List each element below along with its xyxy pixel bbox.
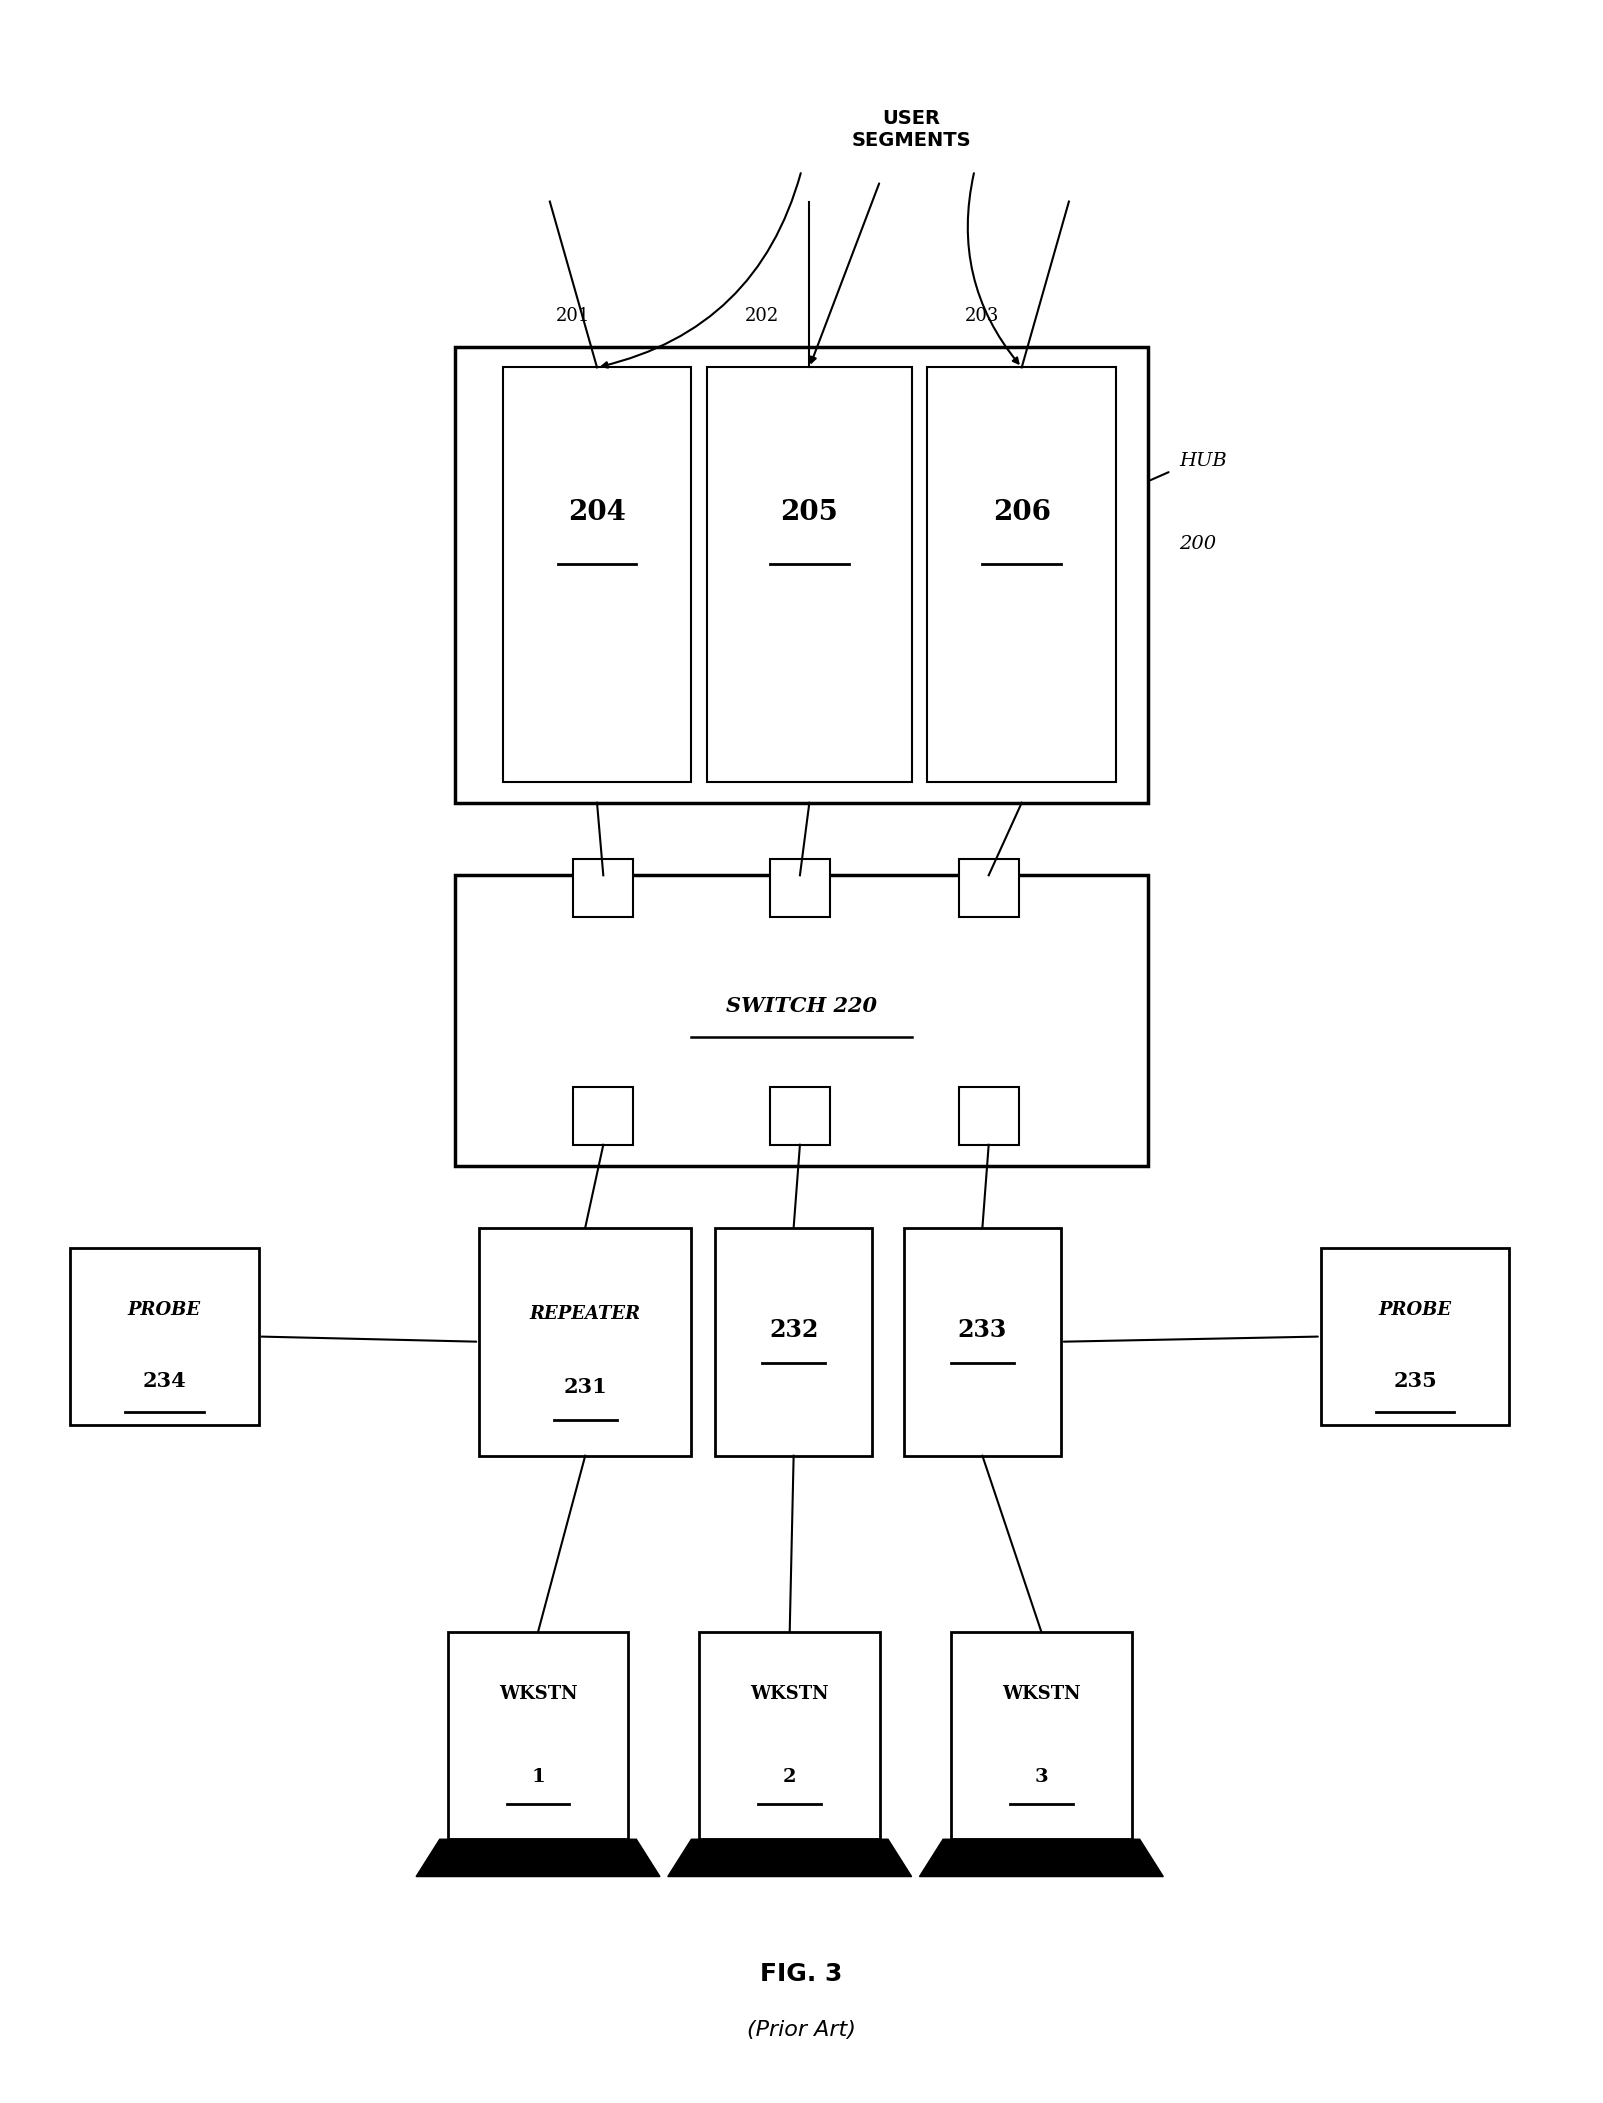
FancyBboxPatch shape bbox=[699, 1632, 880, 1840]
Text: HUB: HUB bbox=[1180, 452, 1226, 469]
Text: 234: 234 bbox=[143, 1371, 186, 1390]
Text: 206: 206 bbox=[992, 498, 1050, 526]
Polygon shape bbox=[920, 1840, 1164, 1876]
Text: 205: 205 bbox=[781, 498, 838, 526]
Text: WKSTN: WKSTN bbox=[499, 1685, 577, 1703]
Text: USER
SEGMENTS: USER SEGMENTS bbox=[851, 109, 971, 149]
FancyBboxPatch shape bbox=[503, 368, 691, 782]
Text: FIG. 3: FIG. 3 bbox=[760, 1962, 843, 1985]
FancyBboxPatch shape bbox=[1321, 1249, 1510, 1424]
FancyBboxPatch shape bbox=[707, 368, 912, 782]
Text: REPEATER: REPEATER bbox=[529, 1306, 641, 1323]
Text: 201: 201 bbox=[556, 307, 590, 324]
Text: 3: 3 bbox=[1034, 1769, 1048, 1785]
Text: WKSTN: WKSTN bbox=[1002, 1685, 1080, 1703]
Text: 204: 204 bbox=[567, 498, 625, 526]
Text: WKSTN: WKSTN bbox=[750, 1685, 829, 1703]
FancyBboxPatch shape bbox=[904, 1228, 1061, 1455]
FancyBboxPatch shape bbox=[769, 858, 830, 917]
Text: 1: 1 bbox=[531, 1769, 545, 1785]
Text: 2: 2 bbox=[782, 1769, 797, 1785]
Text: 231: 231 bbox=[563, 1377, 608, 1396]
Text: PROBE: PROBE bbox=[1379, 1302, 1452, 1319]
Text: PROBE: PROBE bbox=[128, 1302, 200, 1319]
FancyBboxPatch shape bbox=[769, 1087, 830, 1144]
Text: (Prior Art): (Prior Art) bbox=[747, 2021, 856, 2040]
FancyBboxPatch shape bbox=[951, 1632, 1132, 1840]
Text: 202: 202 bbox=[745, 307, 779, 324]
FancyBboxPatch shape bbox=[959, 1087, 1018, 1144]
FancyBboxPatch shape bbox=[574, 1087, 633, 1144]
FancyBboxPatch shape bbox=[574, 858, 633, 917]
FancyBboxPatch shape bbox=[479, 1228, 691, 1455]
Polygon shape bbox=[417, 1840, 660, 1876]
Text: SWITCH 220: SWITCH 220 bbox=[726, 997, 877, 1016]
Polygon shape bbox=[668, 1840, 912, 1876]
Text: 233: 233 bbox=[957, 1319, 1007, 1342]
FancyBboxPatch shape bbox=[928, 368, 1116, 782]
Text: 203: 203 bbox=[965, 307, 1000, 324]
FancyBboxPatch shape bbox=[959, 858, 1018, 917]
Text: 232: 232 bbox=[769, 1319, 818, 1342]
FancyBboxPatch shape bbox=[455, 875, 1148, 1165]
Text: 200: 200 bbox=[1180, 534, 1217, 553]
FancyBboxPatch shape bbox=[71, 1249, 258, 1424]
FancyBboxPatch shape bbox=[715, 1228, 872, 1455]
FancyBboxPatch shape bbox=[455, 347, 1148, 803]
FancyBboxPatch shape bbox=[447, 1632, 628, 1840]
Text: 235: 235 bbox=[1393, 1371, 1436, 1390]
